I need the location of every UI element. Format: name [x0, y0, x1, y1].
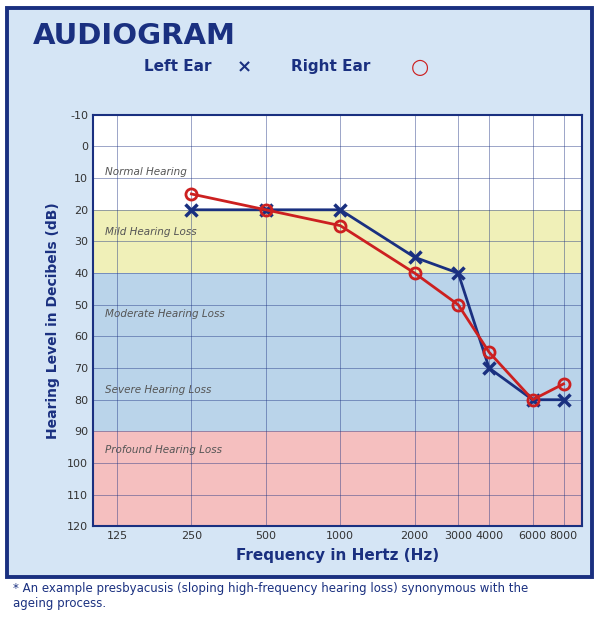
FancyBboxPatch shape	[7, 8, 592, 577]
Y-axis label: Hearing Level in Decibels (dB): Hearing Level in Decibels (dB)	[46, 202, 60, 439]
Text: Profound Hearing Loss: Profound Hearing Loss	[105, 445, 222, 456]
Text: ○: ○	[411, 57, 429, 77]
Text: Left Ear: Left Ear	[144, 59, 212, 75]
Text: Normal Hearing: Normal Hearing	[105, 167, 187, 177]
Bar	[93, 431, 582, 526]
Bar	[93, 210, 582, 273]
X-axis label: Frequency in Hertz (Hz): Frequency in Hertz (Hz)	[236, 548, 439, 563]
Text: AUDIOGRAM: AUDIOGRAM	[33, 22, 236, 50]
Text: ×: ×	[237, 58, 252, 76]
Text: Severe Hearing Loss: Severe Hearing Loss	[105, 385, 212, 395]
Bar	[93, 115, 582, 210]
Text: * An example presbyacusis (sloping high-frequency hearing loss) synonymous with : * An example presbyacusis (sloping high-…	[13, 582, 529, 610]
Text: Right Ear: Right Ear	[291, 59, 370, 75]
Text: Moderate Hearing Loss: Moderate Hearing Loss	[105, 309, 225, 319]
Bar	[93, 273, 582, 368]
Text: Mild Hearing Loss: Mild Hearing Loss	[105, 227, 197, 237]
Bar	[93, 368, 582, 431]
